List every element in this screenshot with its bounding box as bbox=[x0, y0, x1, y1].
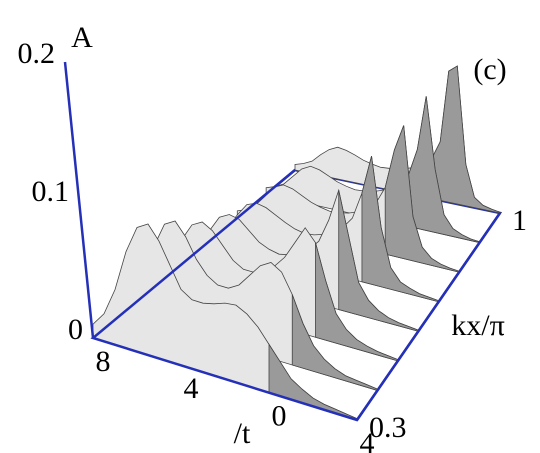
z-axis-label: A bbox=[71, 21, 93, 54]
z-tick-label: 0.1 bbox=[32, 175, 70, 208]
x-tick-label: 4 bbox=[360, 427, 375, 453]
z-tick-label: 0.2 bbox=[18, 37, 56, 70]
x-tick-label: 4 bbox=[184, 372, 199, 405]
y-tick-label: 1 bbox=[512, 204, 527, 237]
z-axis bbox=[63, 61, 95, 339]
y-axis-label: kx/π bbox=[451, 309, 504, 342]
x-tick-label: 0 bbox=[272, 400, 287, 433]
x-axis-label: /t bbox=[234, 417, 251, 450]
y-tick-label: 0.3 bbox=[369, 411, 407, 444]
base-front-edges bbox=[90, 169, 502, 422]
occupied-shade bbox=[431, 65, 501, 214]
x-tick-label: 8 bbox=[96, 345, 111, 378]
panel-label: (c) bbox=[473, 53, 506, 86]
z-tick-label: 0 bbox=[68, 313, 83, 346]
